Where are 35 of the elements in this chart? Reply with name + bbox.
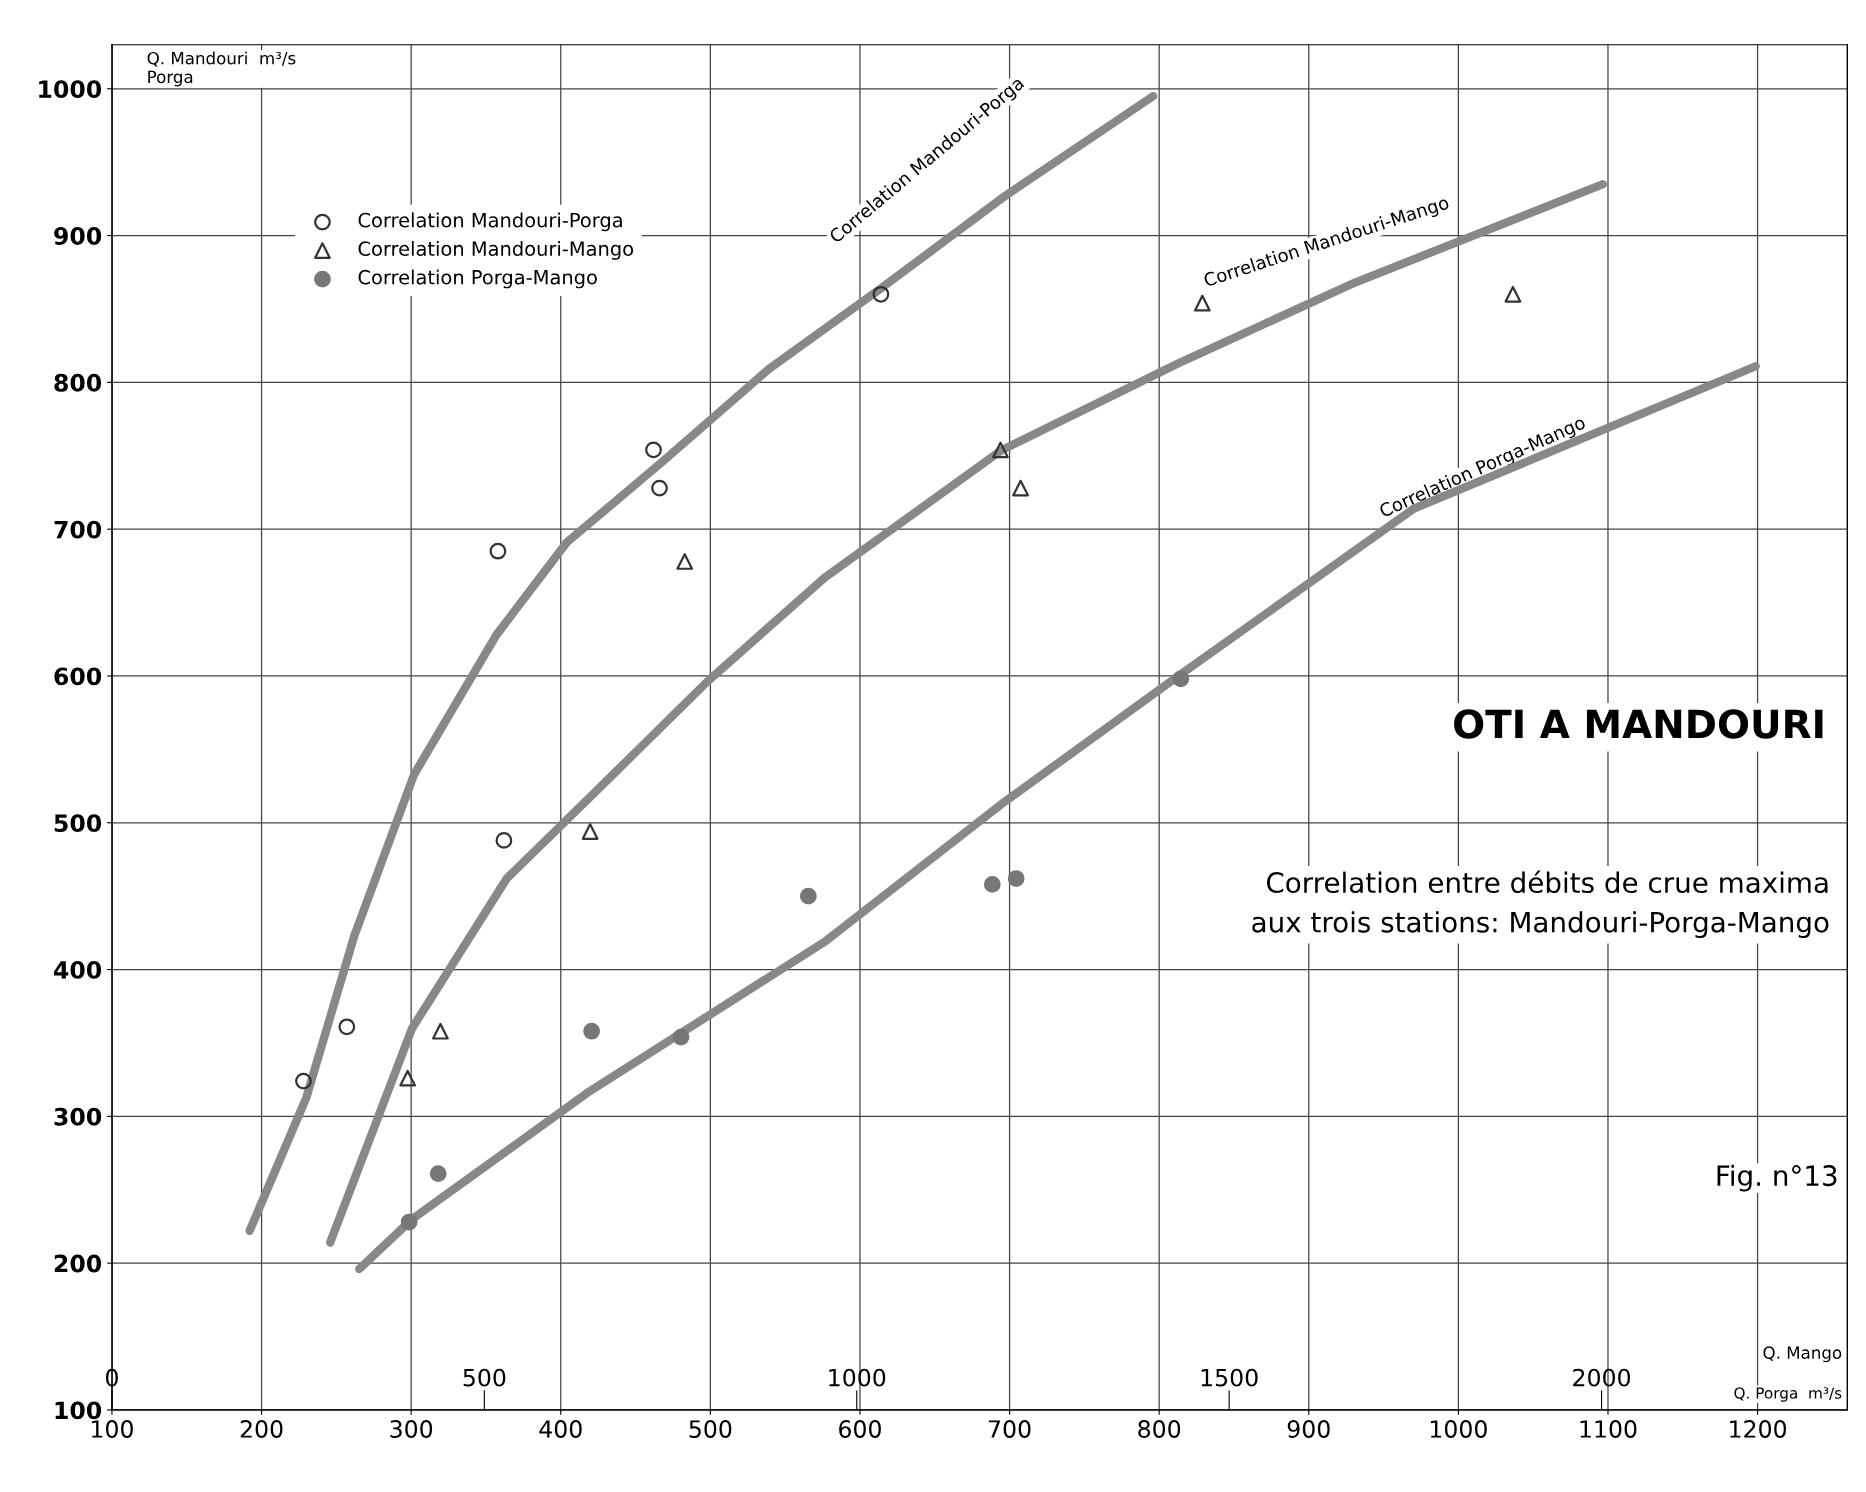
x-tick-label: 1200 [1730,1420,1787,1438]
x-tick-label: 900 [1287,1420,1330,1438]
x-tick-label: 800 [1138,1420,1181,1438]
x2-axis-title: Q. Mango [1763,1346,1842,1363]
x-tick-label: 300 [390,1420,433,1438]
text: Correlation entre débits de crue maxima aux trois stations: Mandouri-Porga-Mango [1252,870,1829,939]
y-tick-label: 500 [54,814,102,833]
y-tick-label: 600 [54,667,102,686]
legend-label: Correlation Porga-Mango [358,269,597,289]
x-tick-label: 500 [689,1420,732,1438]
annotation: Fig. n°13 [1717,1164,1837,1192]
x-tick-label: 600 [839,1420,881,1438]
x-tick-label: 1000 [1430,1420,1487,1438]
x2-tick-label: 2000 [1573,1368,1631,1387]
y-tick-label: 1000 [39,80,102,99]
x2-tick-label: 1000 [829,1368,886,1387]
legend-label: Correlation Mandouri-Mango [358,240,634,260]
y-tick-label: 700 [54,520,102,539]
y-tick-label: 900 [54,227,102,245]
x-tick-label: 200 [240,1420,283,1438]
x-tick-label: 1100 [1580,1420,1637,1438]
y-tick-label: 300 [54,1107,102,1126]
text: OTI A MANDOURI [1454,709,1823,739]
y-tick-label: 200 [54,1254,102,1273]
y-tick-label: 100 [55,1401,102,1420]
x-axis-title: Q. Porga m³/s [1734,1387,1842,1402]
x-tick-label: 400 [539,1420,582,1438]
y-tick-label: 400 [54,961,102,979]
x-tick-label: 100 [92,1420,133,1438]
y-tick-label: 800 [54,373,102,392]
x2-tick-label: 1500 [1201,1368,1258,1387]
y-axis-title: Q. Mandouri m³/s Porga [147,51,296,87]
legend-label: Correlation Mandouri-Porga [358,212,622,232]
x-tick-label: 700 [988,1420,1031,1438]
x2-tick-label: 500 [463,1368,506,1387]
